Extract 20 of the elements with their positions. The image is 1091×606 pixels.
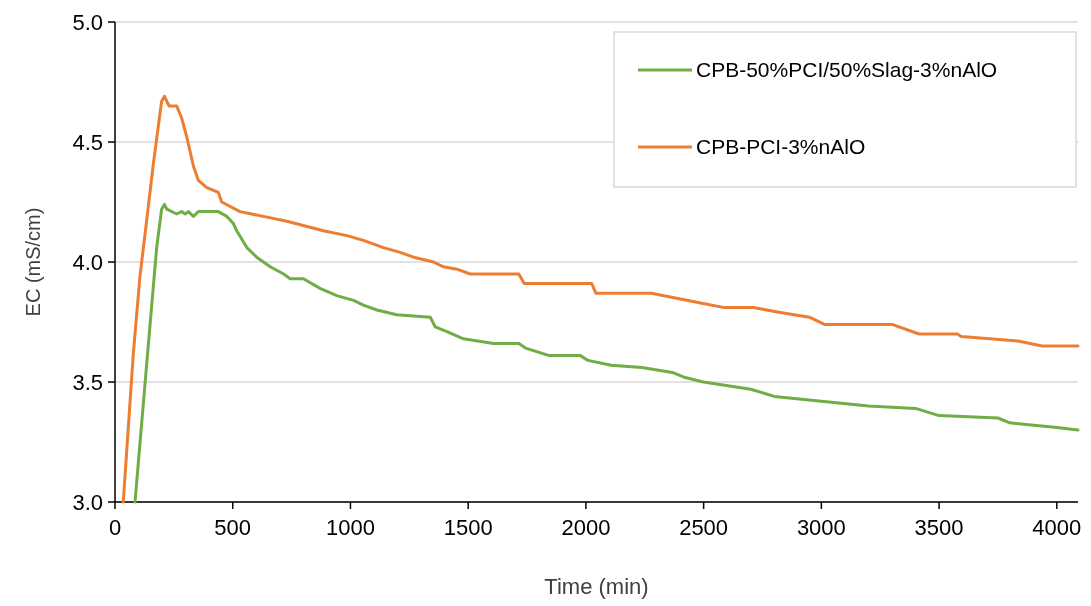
x-tick-label: 1000 — [325, 515, 375, 540]
x-tick-label: 1500 — [443, 515, 493, 540]
x-tick-label: 500 — [214, 515, 252, 540]
line-series — [133, 202, 1080, 504]
x-tick-label: 2500 — [679, 515, 729, 540]
x-tick-label: 0 — [108, 515, 122, 540]
y-tick-label: 4.5 — [72, 129, 103, 155]
legend-label: CPB-PCI-3%nAlO — [696, 135, 866, 159]
y-tick-label: 3.0 — [72, 489, 103, 515]
y-axis-title: EC (mS/cm) — [22, 207, 44, 317]
y-tick-label: 3.5 — [72, 369, 103, 395]
legend-label: CPB-50%PCI/50%Slag-3%nAlO — [696, 58, 998, 82]
x-axis-title: Time (min) — [544, 574, 649, 599]
x-tick-label: 3500 — [914, 515, 964, 540]
x-tick-label: 2000 — [561, 515, 611, 540]
x-tick-label: 4000 — [1032, 515, 1082, 540]
y-tick-label: 5.0 — [72, 9, 103, 35]
line-series — [121, 94, 1080, 504]
y-tick-label: 4.0 — [72, 249, 103, 275]
x-tick-label: 3000 — [796, 515, 846, 540]
